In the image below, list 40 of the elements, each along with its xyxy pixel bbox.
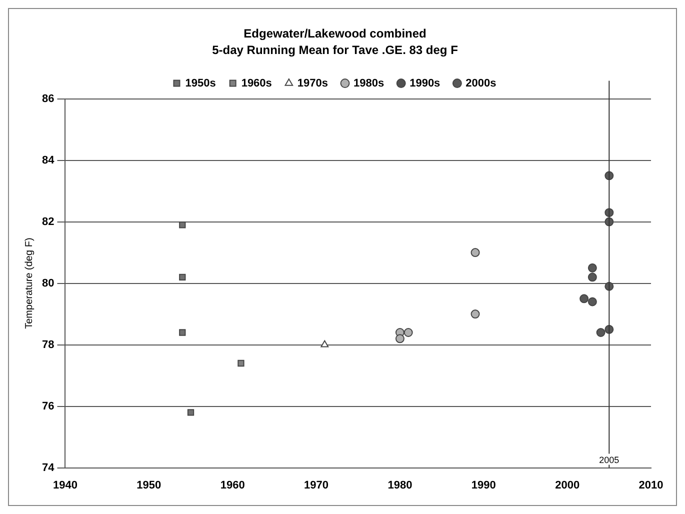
legend-label: 1980s bbox=[354, 77, 384, 90]
point bbox=[588, 263, 597, 272]
point bbox=[179, 274, 186, 280]
y-tick-label: 80 bbox=[42, 277, 54, 290]
point bbox=[580, 294, 589, 304]
x-tick-label: 1980 bbox=[388, 479, 412, 492]
y-tick-label: 76 bbox=[42, 400, 54, 412]
ref-line-label: 2005 bbox=[599, 454, 620, 465]
x-tick-label: 2000 bbox=[555, 479, 580, 492]
legend-label: 2000s bbox=[466, 77, 496, 90]
point bbox=[404, 328, 413, 337]
legend-label: 1970s bbox=[297, 77, 328, 90]
x-tick-label: 1950 bbox=[136, 479, 162, 492]
point bbox=[238, 360, 244, 367]
x-tick-label: 1970 bbox=[304, 479, 329, 492]
legend-label: 1990s bbox=[410, 77, 440, 90]
y-tick-label: 74 bbox=[42, 462, 56, 474]
point bbox=[179, 329, 186, 336]
point bbox=[179, 222, 186, 228]
chart-subtitle: 5-day Running Mean for Tave .GE. 83 deg F bbox=[212, 42, 458, 57]
point bbox=[470, 248, 480, 258]
point bbox=[470, 310, 480, 319]
point bbox=[187, 409, 194, 416]
legend-label: 1950s bbox=[185, 77, 216, 90]
chart-title: Edgewater/Lakewood combined bbox=[244, 26, 426, 41]
x-tick-label: 1940 bbox=[52, 479, 78, 492]
x-tick-label: 1960 bbox=[220, 479, 245, 492]
x-tick-label: 1990 bbox=[471, 479, 496, 492]
legend-label: 1960s bbox=[241, 77, 272, 90]
point bbox=[588, 297, 597, 306]
y-axis-title: Temperature (deg F) bbox=[24, 238, 35, 329]
point bbox=[596, 328, 606, 337]
point bbox=[588, 272, 597, 282]
y-tick-label: 82 bbox=[42, 216, 54, 228]
x-tick-label: 2010 bbox=[638, 479, 664, 492]
y-tick-label: 86 bbox=[42, 92, 54, 105]
point bbox=[395, 334, 404, 344]
point bbox=[320, 340, 329, 348]
y-tick-label: 84 bbox=[42, 154, 56, 166]
y-tick-label: 78 bbox=[42, 338, 54, 351]
